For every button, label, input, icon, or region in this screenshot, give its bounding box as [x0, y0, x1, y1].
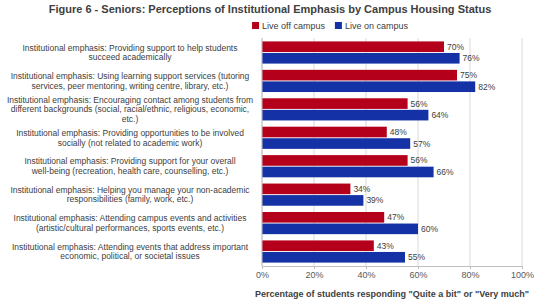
category-label: Institutional emphasis: Encouraging cont…	[7, 95, 253, 124]
grid-line	[262, 38, 263, 266]
legend: Live off campus Live on campus	[252, 21, 408, 31]
category-label-line: services, peer mentoring, writing centre…	[32, 81, 229, 91]
data-label: 43%	[377, 241, 394, 251]
tick: 80%	[461, 266, 479, 280]
data-label: 82%	[478, 82, 495, 92]
category-label: Institutional emphasis: Providing suppor…	[23, 43, 238, 63]
title: Figure 6 - Seniors: Perceptions of Insti…	[49, 3, 492, 15]
data-label: 48%	[390, 127, 407, 137]
bar	[262, 98, 408, 109]
data-label: 55%	[408, 252, 425, 262]
tick-label: 0%	[256, 270, 269, 280]
tick: 40%	[357, 266, 375, 280]
category-label-line: Institutional emphasis: Providing suppor…	[23, 43, 238, 53]
legend-label: Live off campus	[262, 21, 325, 31]
bar	[262, 81, 475, 92]
bar	[262, 167, 434, 178]
bar	[262, 70, 457, 81]
category-label: Institutional emphasis: Providing suppor…	[24, 156, 235, 176]
legend-label: Live on campus	[345, 21, 409, 31]
tick-mark	[262, 266, 263, 269]
tick-label: 20%	[305, 270, 323, 280]
category-label: Institutional emphasis: Using learning s…	[11, 71, 250, 91]
tick: 20%	[305, 266, 323, 280]
bar	[262, 155, 408, 166]
tick-label: 80%	[461, 270, 479, 280]
tick-mark	[470, 266, 471, 269]
tick-label: 100%	[511, 270, 534, 280]
category-label-line: different backgrounds (social, racial/et…	[11, 104, 249, 114]
grid	[262, 38, 522, 266]
legend-swatch	[252, 22, 259, 29]
category-label-line: Institutional emphasis: Attending events…	[12, 242, 249, 252]
legend-item: Live on campus	[335, 21, 409, 31]
chart: Figure 6 - Seniors: Perceptions of Insti…	[0, 0, 540, 304]
legend-swatch	[335, 22, 342, 29]
grid-line	[522, 38, 523, 266]
data-labels: 70% 75% 56% 48% 56% 34% 47% 43% 76% 82% 64% 57% 66% 3…	[353, 42, 495, 263]
category-label-line: Institutional emphasis: Providing opport…	[16, 128, 244, 138]
category-label-line: well-being (recreation, health care, cou…	[31, 166, 229, 176]
category-label: Institutional emphasis: Helping you mana…	[10, 185, 250, 205]
bar	[262, 184, 350, 195]
bar	[262, 212, 384, 223]
category-label: Institutional emphasis: Attending campus…	[14, 213, 247, 233]
data-label: 57%	[413, 139, 430, 149]
category-label-line: succeed academically	[88, 52, 172, 62]
data-label: 39%	[366, 195, 383, 205]
tick-mark	[314, 266, 315, 269]
data-label: 64%	[431, 110, 448, 120]
x-axis-title: Percentage of students responding "Quite…	[255, 289, 529, 299]
tick: 0%	[256, 266, 269, 280]
category-label-line: Institutional emphasis: Using learning s…	[11, 71, 250, 81]
data-label: 70%	[447, 42, 464, 52]
tick-mark	[522, 266, 523, 269]
category-label-line: Institutional emphasis: Encouraging cont…	[7, 95, 253, 105]
category-label: Institutional emphasis: Attending events…	[12, 242, 249, 262]
x-axis: 0% 20% 40% 60% 80% 100%	[256, 266, 534, 280]
data-label: 76%	[463, 53, 480, 63]
bar	[262, 224, 418, 235]
legend-item: Live off campus	[252, 21, 325, 31]
data-label: 56%	[411, 99, 428, 109]
tick-mark	[366, 266, 367, 269]
bar	[262, 41, 444, 52]
category-axis-line	[262, 38, 263, 266]
bar	[262, 252, 405, 263]
axis-line	[263, 267, 523, 270]
bar	[262, 53, 460, 64]
tick: 60%	[409, 266, 427, 280]
data-label: 66%	[437, 167, 454, 177]
bar	[262, 138, 410, 149]
category-label-line: (artistic/cultural performances, sports …	[36, 223, 224, 233]
bar	[262, 110, 428, 121]
data-label: 47%	[387, 212, 404, 222]
data-label: 34%	[353, 184, 370, 194]
data-label: 56%	[411, 155, 428, 165]
category-label-line: Institutional emphasis: Providing suppor…	[24, 156, 235, 166]
category-label: Institutional emphasis: Providing opport…	[16, 128, 244, 148]
category-label-line: Institutional emphasis: Attending campus…	[14, 213, 247, 223]
category-label-line: socially (not related to academic work)	[58, 138, 203, 148]
tick: 100%	[511, 266, 534, 280]
bar	[262, 240, 374, 251]
category-label-line: economic, political, or societal issues	[60, 251, 199, 261]
category-label-line: Institutional emphasis: Helping you mana…	[10, 185, 250, 195]
category-labels: Institutional emphasis: Providing suppor…	[7, 43, 253, 262]
bar	[262, 195, 363, 206]
data-label: 60%	[421, 224, 438, 234]
category-label-line: etc.)	[122, 114, 139, 124]
bar	[262, 127, 387, 138]
tick-mark	[418, 266, 419, 269]
tick-label: 60%	[409, 270, 427, 280]
bars	[262, 41, 475, 262]
data-label: 75%	[460, 70, 477, 80]
tick-label: 40%	[357, 270, 375, 280]
category-label-line: responsibilities (family, work, etc.)	[67, 194, 194, 204]
